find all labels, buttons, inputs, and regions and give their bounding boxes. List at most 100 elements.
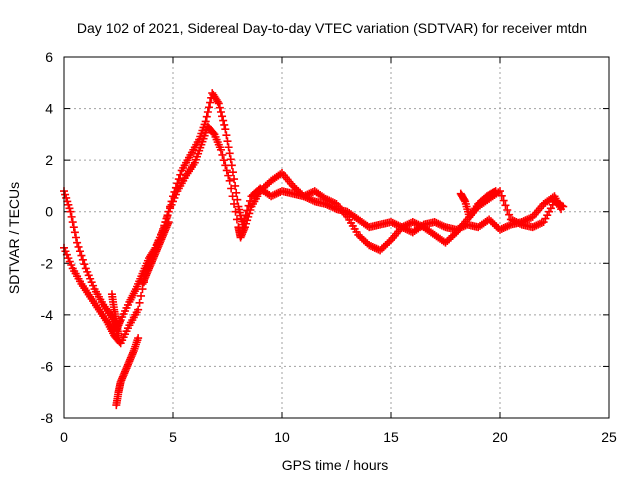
data-point — [416, 221, 425, 230]
data-point — [403, 220, 412, 229]
data-point — [268, 191, 277, 200]
chart-title: Day 102 of 2021, Sidereal Day-to-day VTE… — [77, 20, 587, 36]
x-tick-label: 0 — [60, 429, 68, 445]
data-point — [219, 156, 228, 165]
data-point — [505, 210, 514, 219]
series-track-e — [107, 290, 123, 340]
y-tick-label: -6 — [41, 358, 54, 374]
data-point — [559, 202, 568, 211]
data-point — [66, 207, 75, 216]
data-point — [305, 189, 314, 198]
data-point — [299, 192, 308, 201]
data-point — [134, 334, 143, 343]
data-point — [365, 241, 374, 250]
data-point — [308, 196, 317, 205]
data-point — [321, 194, 330, 203]
data-point — [222, 166, 231, 175]
data-point — [401, 221, 410, 230]
data-point — [174, 175, 183, 184]
data-point — [414, 220, 423, 229]
data-point — [325, 196, 334, 205]
data-point — [201, 117, 210, 126]
data-point — [243, 206, 252, 215]
data-point — [216, 108, 225, 117]
plot-frame — [63, 56, 610, 419]
data-point — [214, 99, 223, 108]
x-tick-label: 20 — [492, 429, 508, 445]
data-point — [225, 176, 234, 185]
data-point — [307, 195, 316, 204]
data-point — [67, 212, 76, 221]
data-point — [530, 222, 539, 231]
data-point — [202, 112, 211, 121]
data-point — [267, 192, 276, 201]
data-point — [506, 215, 515, 224]
data-point — [436, 220, 445, 229]
data-point — [497, 191, 506, 200]
data-point — [167, 197, 176, 206]
data-point — [301, 191, 310, 200]
data-point — [434, 219, 443, 228]
series-track-c — [112, 334, 143, 410]
data-point — [244, 201, 253, 210]
data-point — [392, 220, 401, 229]
data-point — [532, 221, 541, 230]
data-point — [274, 188, 283, 197]
data-point — [534, 220, 543, 229]
data-point — [437, 221, 446, 230]
data-point — [510, 217, 519, 226]
data-point — [514, 218, 523, 227]
data-point — [408, 218, 417, 227]
data-point — [218, 112, 227, 121]
data-point — [134, 305, 143, 314]
data-point — [218, 150, 227, 159]
y-tick-label: -8 — [41, 410, 54, 426]
data-point — [537, 218, 546, 227]
data-point — [557, 201, 566, 210]
data-point — [219, 116, 228, 125]
data-point — [525, 214, 534, 223]
data-point — [114, 331, 123, 340]
data-point — [430, 218, 439, 227]
data-point — [405, 219, 414, 228]
data-point — [228, 168, 237, 177]
data-point — [499, 224, 508, 233]
data-point — [370, 243, 379, 252]
data-point — [164, 207, 173, 216]
data-point — [432, 218, 441, 227]
data-point — [164, 218, 173, 227]
data-point — [74, 242, 83, 251]
data-point — [501, 223, 510, 232]
data-point — [499, 196, 508, 205]
data-point — [204, 103, 213, 112]
data-point — [272, 189, 281, 198]
data-point — [206, 98, 215, 107]
data-point — [225, 149, 234, 158]
data-point — [71, 233, 80, 242]
data-point — [171, 183, 180, 192]
data-point — [528, 223, 537, 232]
data-point — [224, 171, 233, 180]
data-point — [69, 223, 78, 232]
data-point — [222, 131, 231, 140]
y-axis-title: SDTVAR / TECUs — [6, 182, 22, 294]
series-track-f — [456, 187, 500, 221]
data-point — [232, 215, 241, 224]
data-point — [163, 212, 172, 221]
y-tick-label: -4 — [41, 307, 54, 323]
data-point — [75, 247, 84, 256]
data-point — [213, 97, 222, 106]
data-point — [78, 255, 87, 264]
data-point — [399, 222, 408, 231]
data-point — [231, 181, 240, 190]
data-point — [387, 218, 395, 227]
data-point — [241, 211, 250, 220]
data-point — [501, 201, 510, 210]
data-point — [169, 192, 177, 201]
data-point — [374, 245, 383, 254]
data-point — [80, 260, 89, 269]
data-point — [238, 220, 247, 229]
y-tick-label: 0 — [45, 204, 53, 220]
y-tick-label: 2 — [45, 152, 53, 168]
data-point — [368, 242, 377, 251]
